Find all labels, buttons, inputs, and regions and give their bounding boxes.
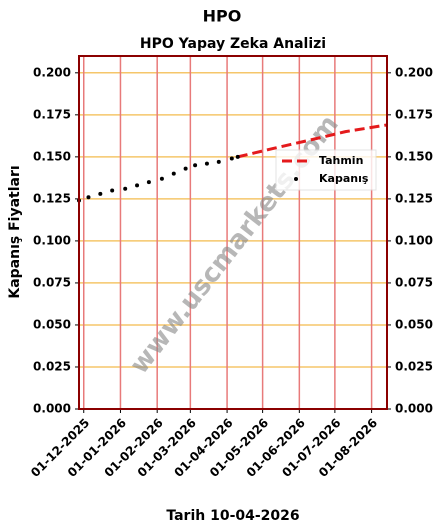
y2-tick-label: 0.000 <box>395 402 433 416</box>
x-axis-label: Tarih 10-04-2026 <box>166 508 299 524</box>
y-tick-label: 0.000 <box>33 402 71 416</box>
data-point <box>204 161 209 166</box>
legend-marker <box>294 177 298 181</box>
y-axis-label: Kapanış Fiyatları <box>7 165 23 298</box>
y-tick-label: 0.075 <box>33 275 71 289</box>
y2-tick-label: 0.125 <box>395 191 433 205</box>
chart-title: HPO <box>203 7 242 26</box>
data-point <box>98 191 103 196</box>
data-point <box>110 188 115 193</box>
data-point <box>135 183 140 188</box>
y2-tick-label: 0.200 <box>395 65 433 79</box>
y-tick-label: 0.025 <box>33 359 71 373</box>
data-point <box>123 186 128 191</box>
data-point <box>216 159 221 164</box>
y-tick-label: 0.125 <box>33 191 71 205</box>
data-point <box>171 171 176 176</box>
chart-subtitle: HPO Yapay Zeka Analizi <box>140 36 326 52</box>
y-tick-label: 0.150 <box>33 149 71 163</box>
legend-label: Tahmin <box>319 154 363 167</box>
data-point <box>229 156 234 161</box>
data-point <box>159 176 164 181</box>
y-tick-label: 0.050 <box>33 317 71 331</box>
y-tick-label: 0.100 <box>33 233 71 247</box>
y2-tick-label: 0.025 <box>395 359 433 373</box>
data-point <box>235 154 240 159</box>
y2-tick-label: 0.075 <box>395 275 433 289</box>
y2-tick-label: 0.050 <box>395 317 433 331</box>
data-point <box>193 163 198 168</box>
plot-frame <box>78 55 388 410</box>
y-tick-label: 0.200 <box>33 65 71 79</box>
y2-tick-label: 0.100 <box>395 233 433 247</box>
y-tick-label: 0.175 <box>33 107 71 121</box>
forecast-line <box>237 123 388 159</box>
legend-label: Kapanış <box>319 172 369 185</box>
y2-tick-label: 0.150 <box>395 149 433 163</box>
legend-box <box>275 149 377 191</box>
data-point <box>183 166 188 171</box>
data-point <box>146 180 151 185</box>
data-point <box>86 195 91 200</box>
y2-tick-label: 0.175 <box>395 107 433 121</box>
